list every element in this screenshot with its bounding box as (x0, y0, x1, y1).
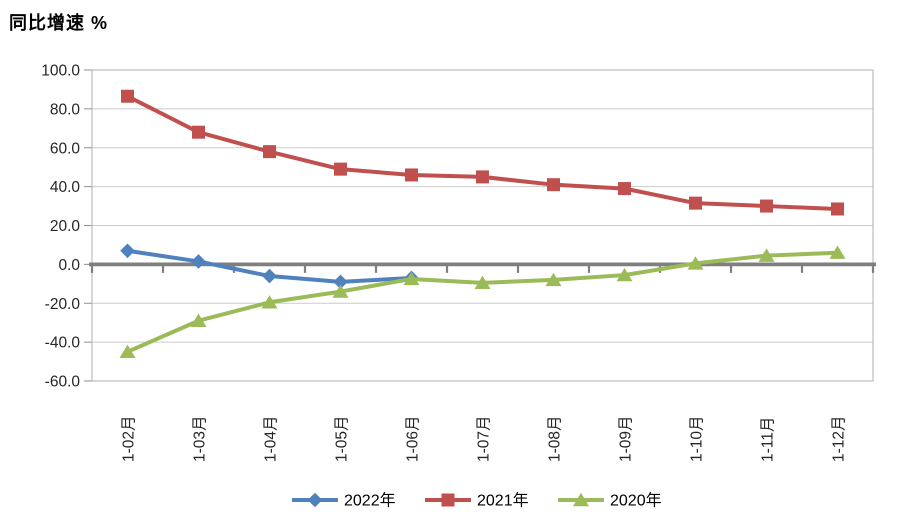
data-point-2021年 (760, 199, 773, 213)
data-point-2022年 (333, 274, 348, 290)
data-point-2020年 (829, 245, 846, 259)
legend-label-2022年: 2022年 (344, 492, 396, 510)
data-point-2022年 (120, 243, 135, 259)
y-axis-label: 100.0 (41, 63, 80, 80)
series-line-2021年 (125, 94, 840, 211)
y-axis-label: -20.0 (45, 296, 81, 313)
y-axis-label: 20.0 (50, 218, 81, 235)
data-point-2020年 (545, 272, 562, 287)
x-axis-label: 1-10月 (689, 415, 706, 462)
data-point-2021年 (263, 145, 276, 159)
plot-border (91, 69, 874, 382)
data-point-2021年 (334, 162, 347, 176)
x-axis-label: 1-09月 (618, 415, 635, 462)
data-point-2021年 (405, 168, 418, 182)
data-point-2020年 (261, 295, 278, 309)
y-axis-label: -40.0 (45, 335, 81, 352)
x-axis-label: 1-12月 (831, 415, 848, 462)
data-point-2021年 (831, 202, 844, 216)
legend-marker-2021年 (441, 493, 455, 507)
data-point-2021年 (121, 89, 134, 103)
data-point-2020年 (687, 256, 704, 270)
data-point-2020年 (190, 313, 207, 327)
y-axis-label: 80.0 (50, 101, 81, 118)
data-point-2020年 (119, 344, 136, 359)
data-point-2022年 (191, 254, 206, 269)
x-axis-label: 1-11月 (760, 417, 777, 462)
x-axis-label: 1-05月 (334, 415, 351, 462)
y-axis-label: 40.0 (50, 179, 81, 196)
x-axis-label: 1-02月 (121, 415, 138, 462)
data-point-2020年 (758, 248, 775, 262)
data-point-2021年 (547, 178, 560, 192)
x-axis-label: 1-04月 (263, 415, 280, 462)
legend-marker-2020年 (573, 492, 589, 507)
x-axis-label: 1-08月 (547, 415, 564, 462)
data-point-2021年 (689, 196, 702, 210)
y-axis-label: 0.0 (58, 257, 80, 274)
x-axis-label: 1-03月 (192, 415, 209, 462)
legend-label-2020年: 2020年 (610, 492, 662, 510)
data-point-2020年 (474, 275, 491, 290)
legend-marker-2022年 (307, 492, 323, 508)
x-axis-label: 1-06月 (405, 415, 422, 462)
data-point-2020年 (616, 267, 633, 282)
data-point-2021年 (618, 182, 631, 196)
y-axis-label: 60.0 (50, 140, 81, 157)
data-point-2021年 (476, 170, 489, 184)
x-axis-label: 1-07月 (476, 415, 493, 462)
y-axis-label: -60.0 (45, 374, 81, 391)
data-point-2020年 (403, 271, 420, 286)
data-point-2020年 (332, 284, 349, 298)
data-point-2021年 (192, 125, 205, 139)
data-point-2022年 (262, 268, 277, 284)
legend-label-2021年: 2021年 (477, 492, 529, 510)
chart-title: 同比增速 % (9, 13, 109, 33)
